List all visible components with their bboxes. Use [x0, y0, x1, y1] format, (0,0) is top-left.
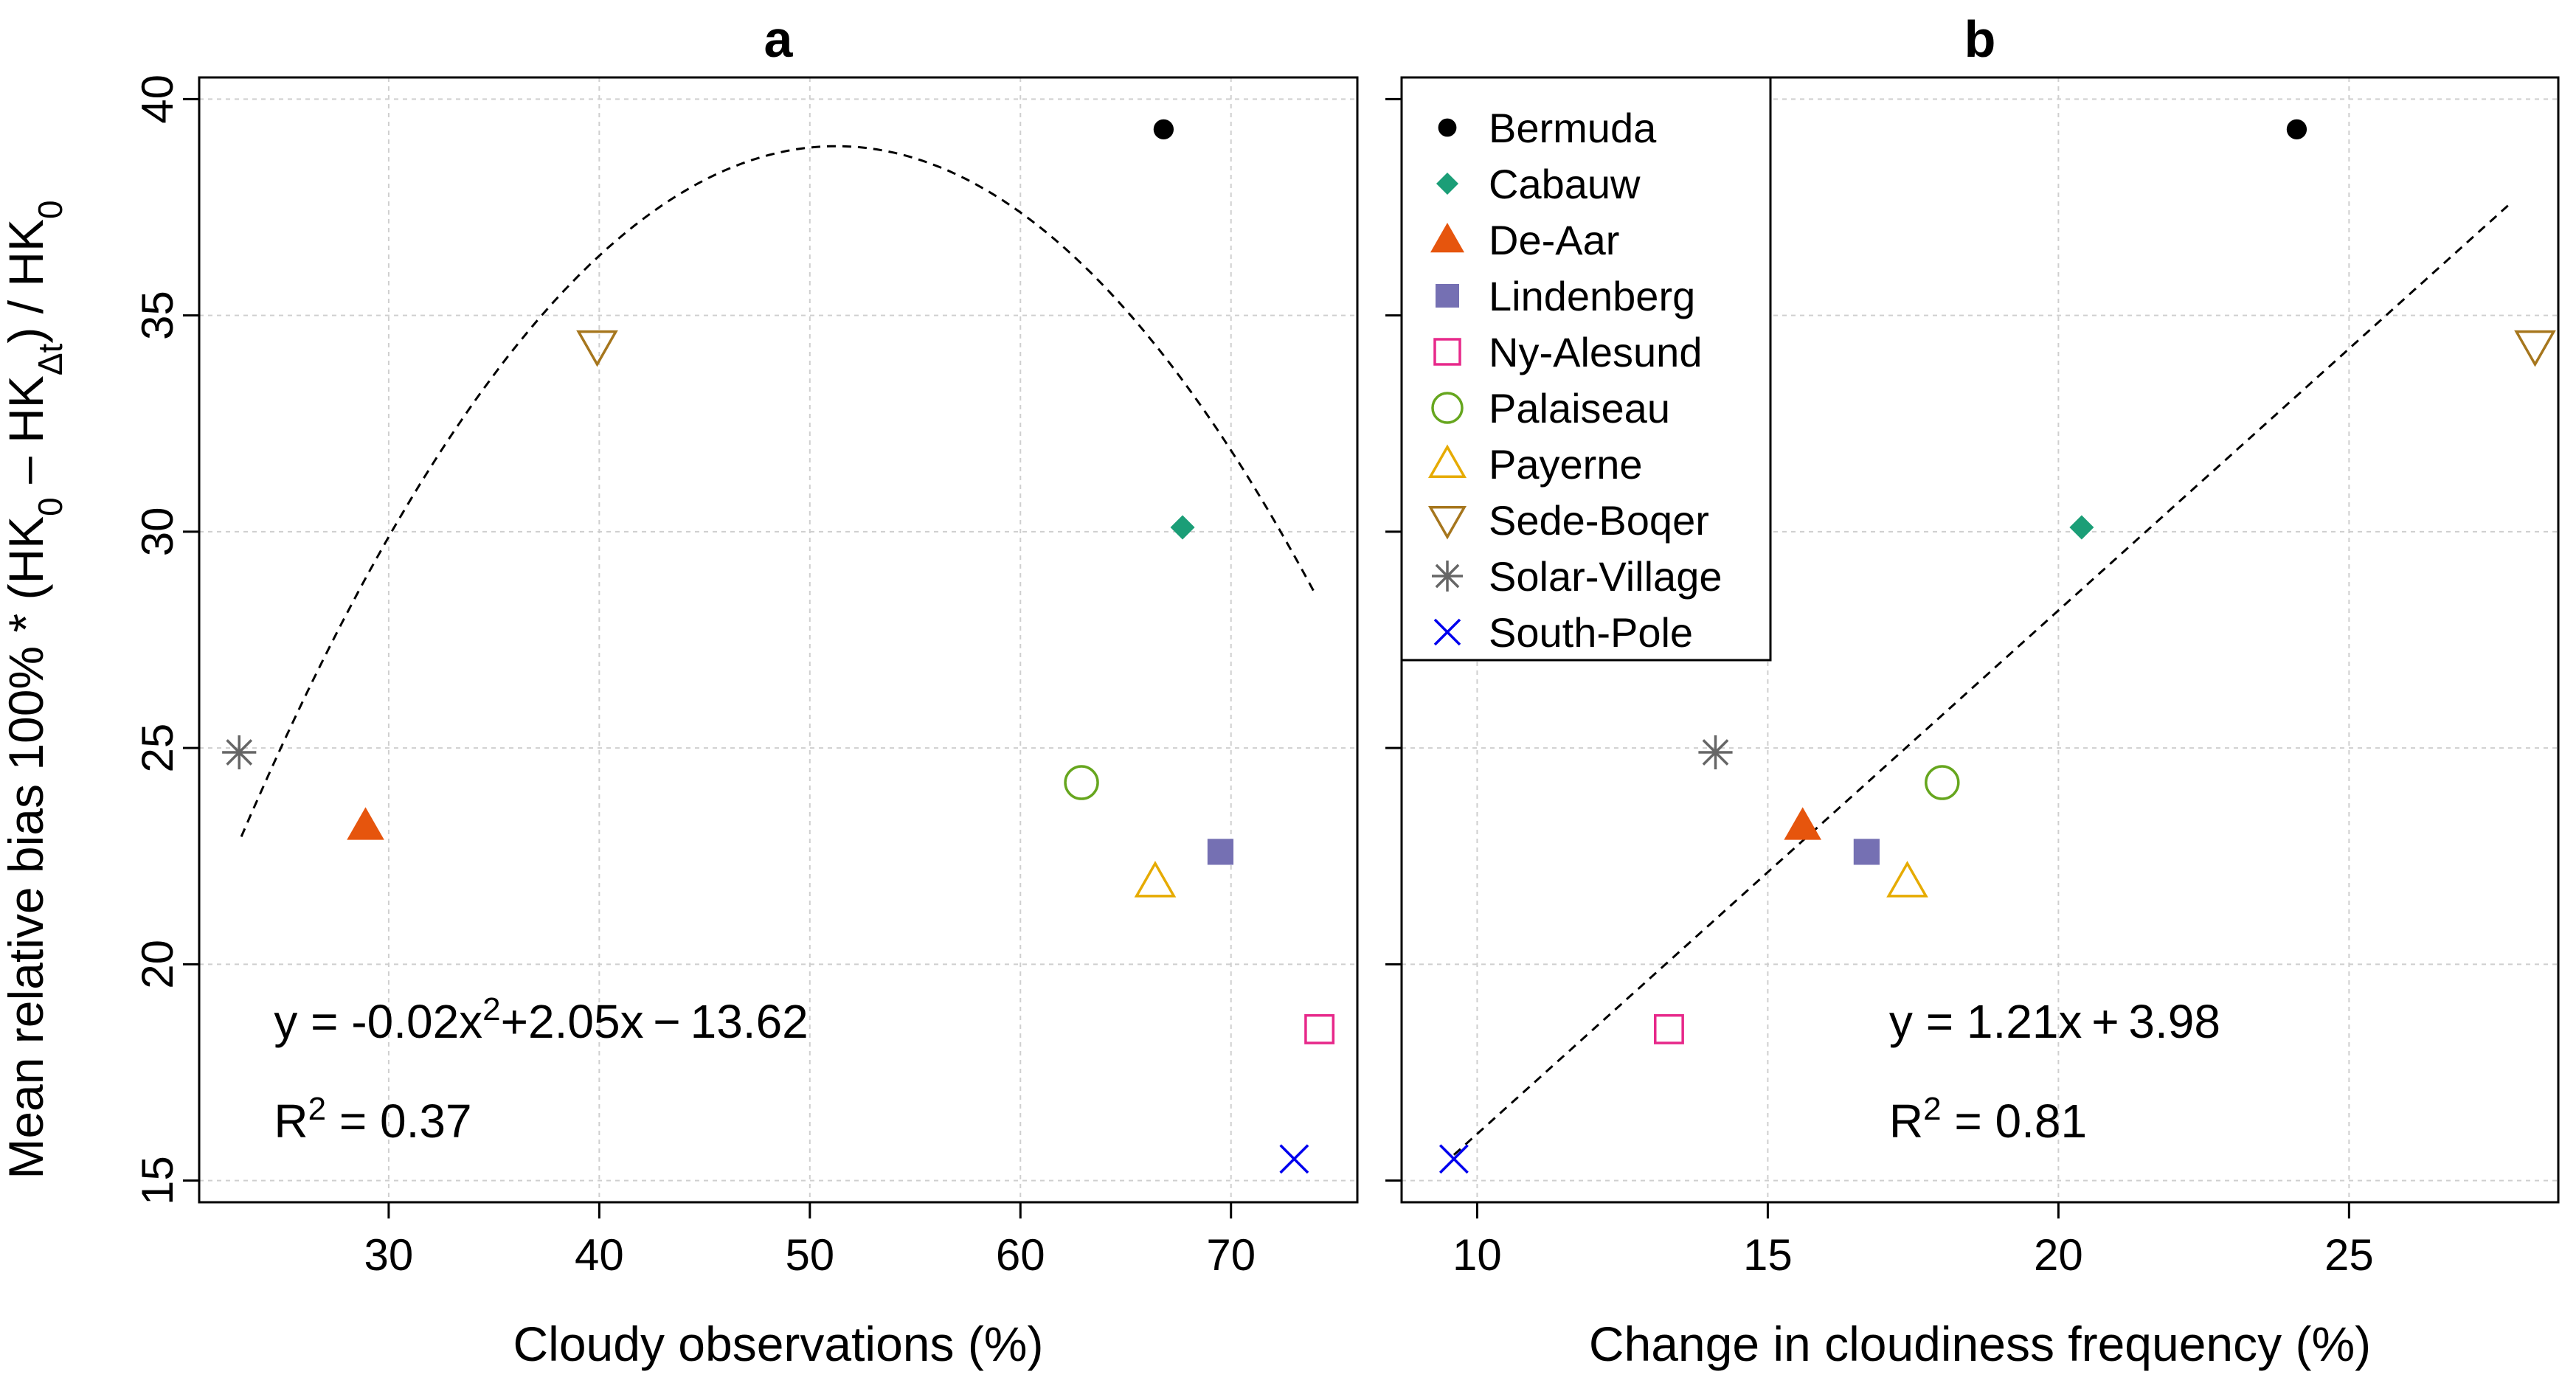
panel-a-point-ny-alesund — [1304, 1013, 1335, 1044]
panel-a-r-squared-value: = 0.37 — [326, 1095, 472, 1148]
legend-label-lindenberg: Lindenberg — [1489, 273, 1695, 319]
panel-a-r-squared-r: R — [274, 1095, 308, 1148]
panel-b-point-cabauw — [2069, 515, 2094, 540]
legend-symbol-solar-village — [1432, 561, 1463, 592]
panel-a: 30 40 50 60 70 15 20 25 30 35 40 Cloudy observation… — [133, 10, 1359, 1371]
panel-b-point-bermuda — [2286, 119, 2307, 140]
legend-label-payerne: Payerne — [1489, 441, 1643, 488]
panel-b-point-de-aar — [1784, 807, 1821, 840]
legend-symbol-lindenberg — [1436, 284, 1459, 308]
legend-symbol-south-pole — [1433, 618, 1461, 646]
panel-b-point-payerne — [1886, 861, 1928, 898]
legend-label-bermuda: Bermuda — [1489, 105, 1657, 151]
legend-box — [1400, 76, 1772, 662]
legend-symbol-cabauw — [1436, 173, 1458, 195]
legend-symbol-sede-boqer — [1427, 506, 1467, 540]
panel-b-r-squared-sup: 2 — [1923, 1091, 1941, 1127]
legend-symbol-de-aar — [1430, 223, 1464, 253]
legend-label-palaiseau: Palaiseau — [1489, 385, 1670, 431]
panel-a-point-payerne — [1134, 861, 1177, 898]
panel-a-y-tick-label: 40 — [133, 74, 182, 124]
panel-b-r-squared: R2 = 0.81 — [1889, 1091, 2087, 1148]
legend-label-sede-boqer: Sede-Boqer — [1489, 497, 1709, 544]
panel-a-equation: y = -0.02x2+2.05x − 13.62 — [274, 991, 808, 1049]
panel-a-equation-part-2: +2.05x − 13.62 — [501, 995, 809, 1048]
y-axis-label-part-1: Mean relative bias 100% * (HK — [0, 516, 53, 1179]
panel-a-y-tick-label: 15 — [133, 1156, 182, 1205]
panel-a-x-tick-label: 50 — [785, 1230, 834, 1280]
panel-a-y-tick-label: 25 — [133, 724, 182, 773]
panel-a-y-tick-label: 35 — [133, 291, 182, 340]
y-axis-label-sub-3: 0 — [31, 200, 69, 219]
panel-a-x-tick-label: 60 — [996, 1230, 1045, 1280]
y-axis-label-sub-2: Δt — [31, 343, 69, 375]
panel-a-point-solar-village — [222, 735, 257, 770]
panel-b-x-axis-label: Change in cloudiness frequency (%) — [1589, 1317, 2371, 1371]
panel-a-equation-part-1: y = -0.02x — [274, 995, 482, 1048]
panel-a-point-bermuda — [1153, 119, 1174, 140]
panel-a-y-tick-label: 20 — [133, 940, 182, 989]
panel-a-point-de-aar — [347, 807, 384, 840]
panel-a-point-sede-boqer — [576, 330, 618, 367]
panel-a-frame — [198, 76, 1359, 1204]
y-axis-label-part-2: – HK — [0, 375, 53, 497]
panel-a-title: a — [764, 10, 794, 68]
panel-a-x-tick-label: 40 — [575, 1230, 624, 1280]
panel-b-point-sede-boqer — [2514, 330, 2556, 367]
legend-symbol-bermuda — [1438, 118, 1457, 137]
panel-a-r-squared-sup: 2 — [308, 1091, 326, 1127]
panel-b-point-ny-alesund — [1654, 1013, 1684, 1044]
legend-symbol-payerne — [1427, 444, 1467, 478]
panel-a-x-axis-label: Cloudy observations (%) — [513, 1317, 1044, 1371]
panel-a-x-tick-label: 70 — [1206, 1230, 1256, 1280]
panel-b-equation-part-1: y = 1.21x + 3.98 — [1889, 995, 2220, 1048]
panel-b-point-lindenberg — [1853, 839, 1880, 865]
panel-a-x-tick-label: 30 — [364, 1230, 414, 1280]
y-axis-label: Mean relative bias 100% * (HK0 – HKΔt) /… — [0, 200, 69, 1179]
panel-b-x-tick-label: 20 — [2034, 1230, 2083, 1280]
panel-b-fit-line — [1453, 201, 2513, 1156]
panel-b-r-squared-r: R — [1889, 1095, 1923, 1148]
legend-label-ny-alesund: Ny-Alesund — [1489, 329, 1702, 375]
legend-label-south-pole: South-Pole — [1489, 609, 1693, 656]
y-axis-label-part-3: ) / HK — [0, 219, 53, 344]
legend-symbol-palaiseau — [1431, 392, 1464, 424]
legend-label-de-aar: De-Aar — [1489, 217, 1619, 263]
panel-a-y-tick-label: 30 — [133, 507, 182, 556]
panel-b-point-palaiseau — [1925, 765, 1960, 800]
legend: Bermuda Cabauw De-Aar Lindenberg Ny-Alesund P… — [1400, 76, 1772, 662]
panel-b-x-tick-label: 10 — [1453, 1230, 1502, 1280]
panel-a-point-cabauw — [1170, 515, 1195, 540]
panel-a-point-palaiseau — [1064, 765, 1099, 800]
panel-a-equation-sup: 2 — [482, 991, 500, 1027]
panel-a-r-squared: R2 = 0.37 — [274, 1091, 471, 1148]
panel-b-x-tick-label: 25 — [2324, 1230, 2374, 1280]
panel-a-fit-line — [240, 145, 1317, 837]
panel-b-point-south-pole — [1438, 1144, 1469, 1174]
panel-b-point-solar-village — [1698, 735, 1733, 770]
y-axis-label-sub-1: 0 — [31, 497, 69, 516]
panel-b-title: b — [1964, 10, 1996, 68]
legend-label-cabauw: Cabauw — [1489, 161, 1641, 207]
legend-label-solar-village: Solar-Village — [1489, 553, 1722, 600]
panel-b-equation: y = 1.21x + 3.98 — [1889, 995, 2220, 1048]
legend-symbol-ny-alesund — [1433, 338, 1461, 366]
panel-a-point-lindenberg — [1207, 839, 1234, 865]
panel-b-r-squared-value: = 0.81 — [1942, 1095, 2088, 1148]
panel-a-point-south-pole — [1279, 1144, 1309, 1174]
panel-b-x-tick-label: 15 — [1743, 1230, 1793, 1280]
